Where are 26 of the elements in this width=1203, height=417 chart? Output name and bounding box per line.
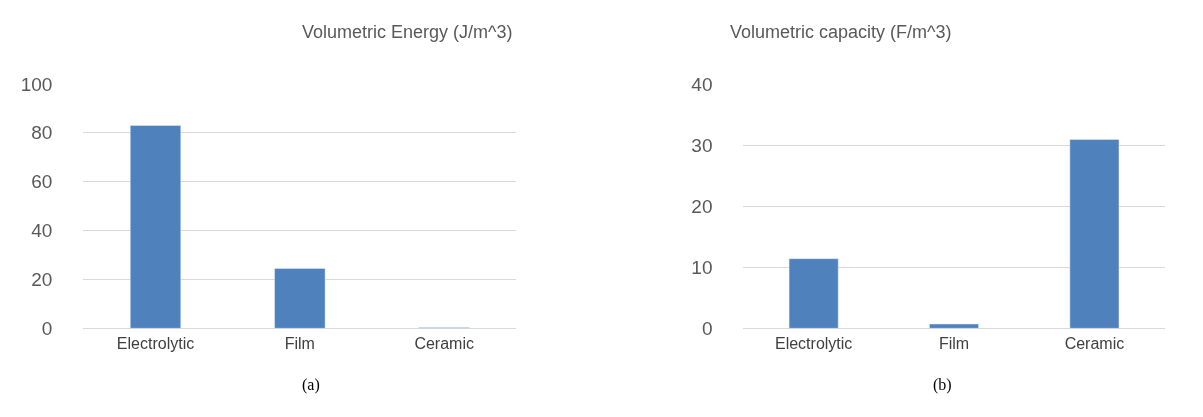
bar <box>274 268 326 329</box>
x-tick-label: Ceramic <box>414 334 474 352</box>
bar <box>929 323 979 329</box>
bar <box>1069 139 1120 329</box>
y-tick-label: 30 <box>691 134 713 156</box>
bar <box>788 258 839 329</box>
y-tick-label: 20 <box>31 269 53 291</box>
y-tick-label: 40 <box>691 73 713 95</box>
y-tick-label: 0 <box>701 317 713 339</box>
x-tick-label: Electrolytic <box>774 334 853 352</box>
y-tick-label: 40 <box>31 220 53 242</box>
y-tick-label: 0 <box>41 317 53 339</box>
bar <box>130 125 182 329</box>
x-tick-label: Film <box>938 334 970 352</box>
y-tick-label: 20 <box>691 195 713 217</box>
x-tick-label: Film <box>284 334 315 352</box>
text: (b) <box>933 376 952 394</box>
y-tick-label: 10 <box>691 256 713 278</box>
y-tick-label: 100 <box>20 73 53 95</box>
y-tick-label: 60 <box>31 171 53 193</box>
text: (a) <box>302 376 320 394</box>
x-tick-label: Ceramic <box>1064 334 1125 352</box>
chart-title: Volumetric Energy (J/m^3) <box>302 22 513 42</box>
x-tick-label: Electrolytic <box>116 334 195 352</box>
chart-title: Volumetric capacity (F/m^3) <box>730 22 952 42</box>
y-tick-label: 80 <box>31 122 53 144</box>
